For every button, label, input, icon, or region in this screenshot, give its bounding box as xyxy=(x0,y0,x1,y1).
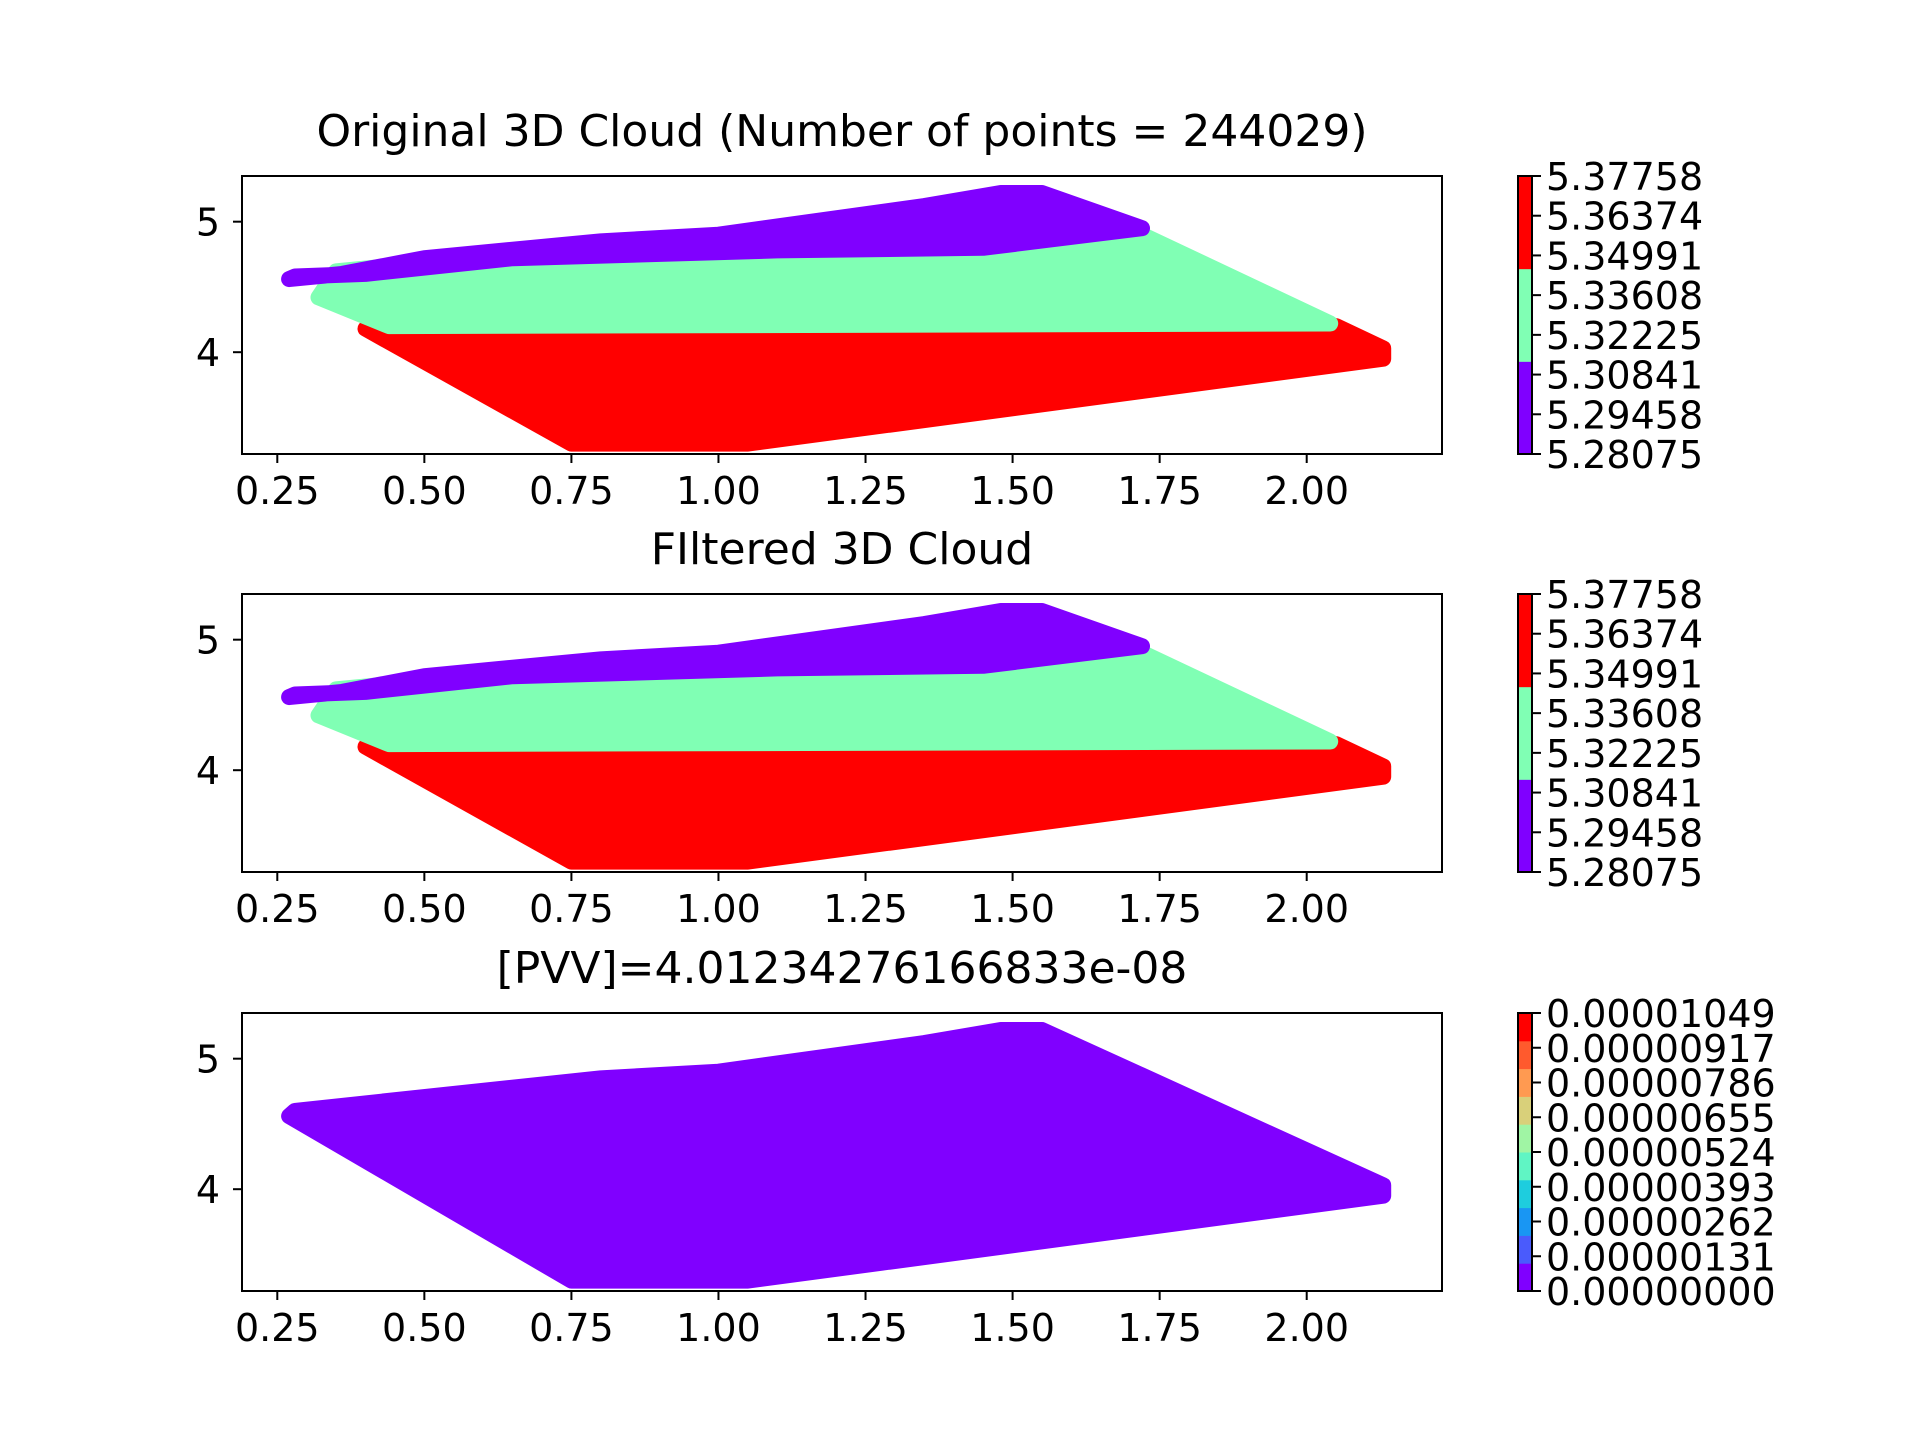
axes-frame xyxy=(241,1012,1443,1292)
x-tick-label: 0.50 xyxy=(382,1306,467,1350)
colorbar-band xyxy=(1518,1068,1532,1097)
x-tick-label: 1.50 xyxy=(970,887,1055,931)
colorbar-band xyxy=(1518,1096,1532,1125)
x-tick-label: 1.25 xyxy=(823,887,908,931)
colorbar-band xyxy=(1518,594,1532,688)
x-tick-label: 2.00 xyxy=(1264,887,1349,931)
y-tick-label: 4 xyxy=(196,749,220,793)
colorbar-band xyxy=(1518,1179,1532,1209)
colorbar-band xyxy=(1518,268,1532,362)
colorbar-tick-label: 5.33608 xyxy=(1546,274,1703,318)
colorbar-tick-label: 5.30841 xyxy=(1546,354,1703,398)
colorbar-tick-label: 5.29458 xyxy=(1546,393,1703,437)
colorbar-tick-label: 0.00000917 xyxy=(1546,1027,1776,1071)
x-tick-label: 1.25 xyxy=(823,1306,908,1350)
colorbar-tick-label: 0.00000655 xyxy=(1546,1096,1776,1140)
colorbar-tick-label: 5.29458 xyxy=(1546,811,1703,855)
y-tick-label: 4 xyxy=(196,1168,220,1212)
colorbar-band xyxy=(1518,176,1532,270)
point-region xyxy=(281,185,1150,288)
colorbar-band xyxy=(1518,1263,1532,1292)
colorbar-band xyxy=(1518,361,1532,455)
x-tick-label: 1.25 xyxy=(823,469,908,513)
y-tick-label: 5 xyxy=(196,619,220,663)
x-tick-label: 1.00 xyxy=(676,887,761,931)
x-tick-label: 1.50 xyxy=(970,1306,1055,1350)
colorbar-tick-label: 5.36374 xyxy=(1546,195,1703,239)
colorbar-tick-label: 5.36374 xyxy=(1546,613,1703,657)
colorbar: 0.000010490.000009170.000007860.00000655… xyxy=(1517,992,1776,1314)
colorbar-tick-label: 5.33608 xyxy=(1546,692,1703,736)
x-tick-label: 0.75 xyxy=(529,1306,614,1350)
subplot-title: [PVV]=4.01234276166833e-08 xyxy=(497,943,1188,994)
colorbar-tick-label: 0.00000786 xyxy=(1546,1062,1776,1106)
colorbar-band xyxy=(1518,686,1532,780)
colorbar-frame xyxy=(1517,593,1533,873)
point-region xyxy=(281,603,1150,706)
colorbar-tick-label: 5.34991 xyxy=(1546,234,1703,278)
colorbar: 5.377585.363745.349915.336085.322255.308… xyxy=(1517,573,1703,895)
colorbar-tick-label: 0.00000000 xyxy=(1546,1270,1776,1314)
x-tick-label: 0.75 xyxy=(529,887,614,931)
y-tick-label: 4 xyxy=(196,331,220,375)
subplot-title: FIltered 3D Cloud xyxy=(651,524,1034,575)
y-tick-label: 5 xyxy=(196,1038,220,1082)
x-tick-label: 1.00 xyxy=(676,1306,761,1350)
subplot-title: Original 3D Cloud (Number of points = 24… xyxy=(316,106,1367,157)
y-tick-label: 5 xyxy=(196,201,220,245)
point-cloud xyxy=(281,603,1392,870)
x-tick-label: 1.75 xyxy=(1117,887,1202,931)
colorbar-band xyxy=(1518,1235,1532,1264)
colorbar-tick-label: 5.28075 xyxy=(1546,851,1703,895)
colorbar-tick-label: 5.37758 xyxy=(1546,573,1703,617)
axes-frame xyxy=(241,593,1443,873)
x-tick-label: 1.00 xyxy=(676,469,761,513)
colorbar-tick-label: 5.32225 xyxy=(1546,314,1703,358)
point-region xyxy=(357,736,1392,870)
colorbar-tick-label: 0.00000131 xyxy=(1546,1235,1776,1279)
point-region xyxy=(357,318,1392,452)
colorbar-band xyxy=(1518,1207,1532,1236)
colorbar-band xyxy=(1518,1040,1532,1070)
x-tick-label: 2.00 xyxy=(1264,469,1349,513)
colorbar-tick-label: 0.00000524 xyxy=(1546,1131,1776,1175)
x-tick-label: 0.25 xyxy=(235,469,320,513)
colorbar-tick-label: 0.00001049 xyxy=(1546,992,1776,1036)
colorbar-tick-label: 5.28075 xyxy=(1546,433,1703,477)
x-tick-label: 1.75 xyxy=(1117,469,1202,513)
point-region xyxy=(281,1022,1392,1289)
point-cloud xyxy=(281,1022,1392,1289)
x-tick-label: 0.25 xyxy=(235,887,320,931)
colorbar-band xyxy=(1518,1124,1532,1153)
x-tick-label: 1.75 xyxy=(1117,1306,1202,1350)
colorbar-band xyxy=(1518,1013,1532,1042)
point-cloud xyxy=(281,185,1392,452)
colorbar: 5.377585.363745.349915.336085.322255.308… xyxy=(1517,155,1703,477)
x-tick-label: 1.50 xyxy=(970,469,1055,513)
colorbar-band xyxy=(1518,779,1532,873)
subplot-2: FIltered 3D Cloud 0.25 0.50 0.75 1.00 1.25 1.5… xyxy=(196,524,1703,931)
subplot-1: Original 3D Cloud (Number of points = 24… xyxy=(196,106,1703,513)
x-tick-label: 0.75 xyxy=(529,469,614,513)
colorbar-band xyxy=(1518,1152,1532,1181)
axes-frame xyxy=(241,175,1443,455)
colorbar-tick-label: 0.00000262 xyxy=(1546,1201,1776,1245)
x-tick-label: 0.50 xyxy=(382,469,467,513)
colorbar-tick-label: 5.37758 xyxy=(1546,155,1703,199)
colorbar-frame xyxy=(1517,175,1533,455)
x-tick-label: 0.50 xyxy=(382,887,467,931)
x-tick-label: 0.25 xyxy=(235,1306,320,1350)
colorbar-tick-label: 5.34991 xyxy=(1546,652,1703,696)
colorbar-tick-label: 5.30841 xyxy=(1546,772,1703,816)
subplot-3: [PVV]=4.01234276166833e-08 0.25 0.50 0.75 1.… xyxy=(196,943,1776,1350)
colorbar-tick-label: 0.00000393 xyxy=(1546,1166,1776,1210)
colorbar-tick-label: 5.32225 xyxy=(1546,732,1703,776)
x-tick-label: 2.00 xyxy=(1264,1306,1349,1350)
